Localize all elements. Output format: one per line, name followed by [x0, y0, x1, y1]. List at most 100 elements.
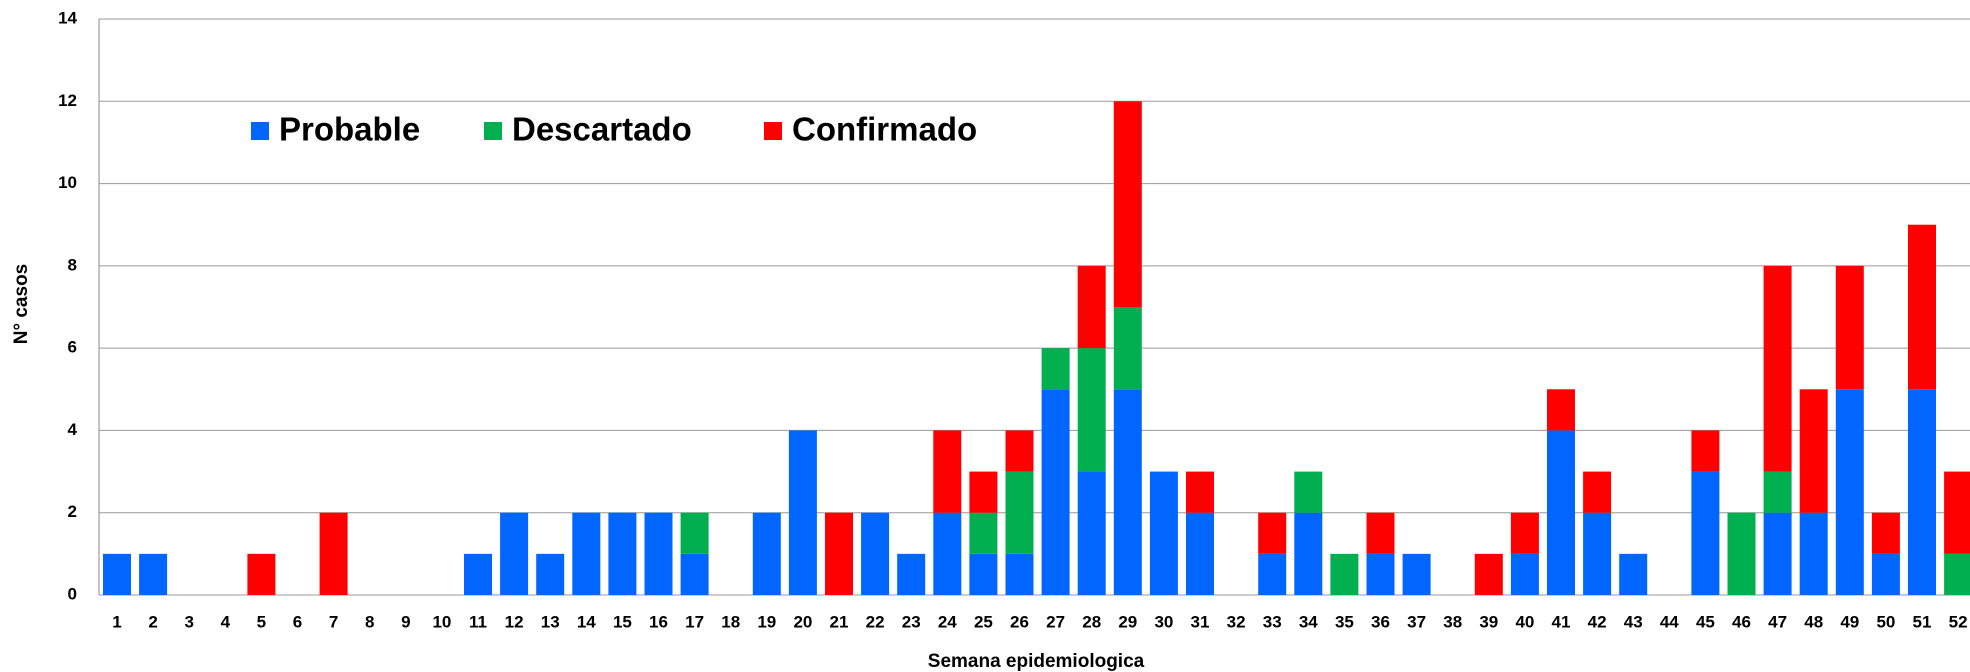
x-tick-label: 42: [1588, 612, 1607, 631]
x-axis-title: Semana epidemiologica: [928, 651, 1145, 672]
x-tick-label: 19: [757, 612, 776, 631]
bar-segment: [1077, 348, 1106, 472]
bar-segment: [933, 430, 962, 513]
x-tick-label: 22: [866, 612, 885, 631]
bar-segment: [1113, 389, 1142, 595]
bar-segment: [1835, 265, 1864, 390]
bar-segment: [536, 553, 565, 595]
bar-segment: [1691, 471, 1720, 595]
x-tick-label: 48: [1804, 612, 1823, 631]
bar-segment: [897, 553, 926, 595]
bar-segment: [1258, 553, 1287, 595]
bar-segment: [1583, 512, 1612, 595]
x-tick-label: 29: [1118, 612, 1137, 631]
bar-segment: [1113, 307, 1142, 390]
bar-segment: [1474, 553, 1503, 595]
x-tick-label: 7: [329, 612, 338, 631]
x-tick-label: 2: [148, 612, 157, 631]
bar-segment: [1547, 430, 1575, 595]
y-tick-label: 2: [68, 502, 77, 521]
bar-segment: [1727, 512, 1756, 595]
bar-segment: [103, 553, 131, 595]
bar-segment: [1402, 553, 1431, 595]
bar-segment: [572, 512, 601, 595]
x-tick-label: 38: [1443, 612, 1462, 631]
x-tick-label: 44: [1660, 612, 1679, 631]
bar-segment: [1583, 471, 1612, 513]
bar-segment: [1908, 224, 1936, 390]
bar-segment: [1005, 471, 1034, 554]
bar-segment: [969, 471, 998, 513]
x-tick-label: 20: [793, 612, 812, 631]
x-tick-label: 36: [1371, 612, 1390, 631]
bar-segment: [1835, 389, 1864, 595]
bar-segment: [608, 512, 637, 595]
x-tick-label: 51: [1913, 612, 1932, 631]
y-tick-label: 12: [58, 91, 77, 110]
x-tick-label: 28: [1082, 612, 1101, 631]
x-tick-label: 4: [221, 612, 231, 631]
bar-segment: [1366, 553, 1395, 595]
bar-segment: [1294, 471, 1323, 513]
bar-segment: [1944, 471, 1970, 554]
y-axis-title: N° casos: [11, 264, 32, 344]
y-tick-label: 6: [68, 338, 77, 357]
bar-segment: [1763, 265, 1792, 472]
x-tick-label: 15: [613, 612, 632, 631]
y-tick-label: 10: [58, 173, 77, 192]
x-tick-label: 13: [541, 612, 560, 631]
bar-segment: [1077, 265, 1106, 349]
bar-segment: [1763, 471, 1792, 513]
y-tick-label: 8: [68, 255, 77, 274]
bar-segment: [969, 512, 998, 554]
bar-segment: [500, 512, 529, 595]
x-tick-label: 47: [1768, 612, 1787, 631]
bar-segment: [752, 512, 781, 595]
x-tick-label: 43: [1624, 612, 1643, 631]
x-tick-label: 46: [1732, 612, 1751, 631]
bar-segment: [1510, 512, 1539, 554]
x-tick-label: 45: [1696, 612, 1715, 631]
x-tick-label: 21: [830, 612, 849, 631]
y-tick-label: 4: [68, 420, 78, 439]
bar-segment: [247, 553, 276, 595]
bar-segment: [1186, 471, 1214, 513]
x-tick-label: 49: [1840, 612, 1859, 631]
legend-swatch: [251, 122, 269, 140]
bar-segment: [1871, 553, 1900, 595]
x-tick-label: 23: [902, 612, 921, 631]
bar-segment: [933, 512, 962, 595]
x-tick-label: 50: [1876, 612, 1895, 631]
legend-label: Confirmado: [792, 111, 977, 148]
bar-segment: [1366, 512, 1395, 554]
x-tick-label: 16: [649, 612, 668, 631]
bar-segment: [680, 553, 709, 595]
bar-segment: [644, 512, 673, 595]
x-tick-label: 14: [577, 612, 596, 631]
legend-label: Probable: [279, 111, 420, 148]
legend-label: Descartado: [512, 111, 692, 148]
x-tick-label: 37: [1407, 612, 1426, 631]
bar-segment: [1691, 430, 1720, 472]
bar-segment: [1077, 471, 1106, 595]
bar-segment: [1619, 553, 1648, 595]
x-tick-label: 9: [401, 612, 410, 631]
x-tick-label: 39: [1479, 612, 1498, 631]
x-tick-label: 25: [974, 612, 993, 631]
x-tick-label: 30: [1154, 612, 1173, 631]
bar-segment: [1944, 553, 1970, 595]
bar-segment: [1510, 553, 1539, 595]
x-tick-label: 33: [1263, 612, 1282, 631]
bar-segment: [1113, 101, 1142, 308]
bar-segment: [1330, 553, 1359, 595]
x-tick-label: 18: [721, 612, 740, 631]
y-tick-label: 14: [58, 8, 77, 27]
x-tick-label: 11: [469, 612, 487, 631]
x-tick-label: 40: [1515, 612, 1534, 631]
x-tick-label: 35: [1335, 612, 1354, 631]
bar-segment: [139, 553, 168, 595]
bar-segment: [1149, 471, 1178, 595]
x-tick-label: 52: [1949, 612, 1968, 631]
x-tick-label: 32: [1227, 612, 1246, 631]
